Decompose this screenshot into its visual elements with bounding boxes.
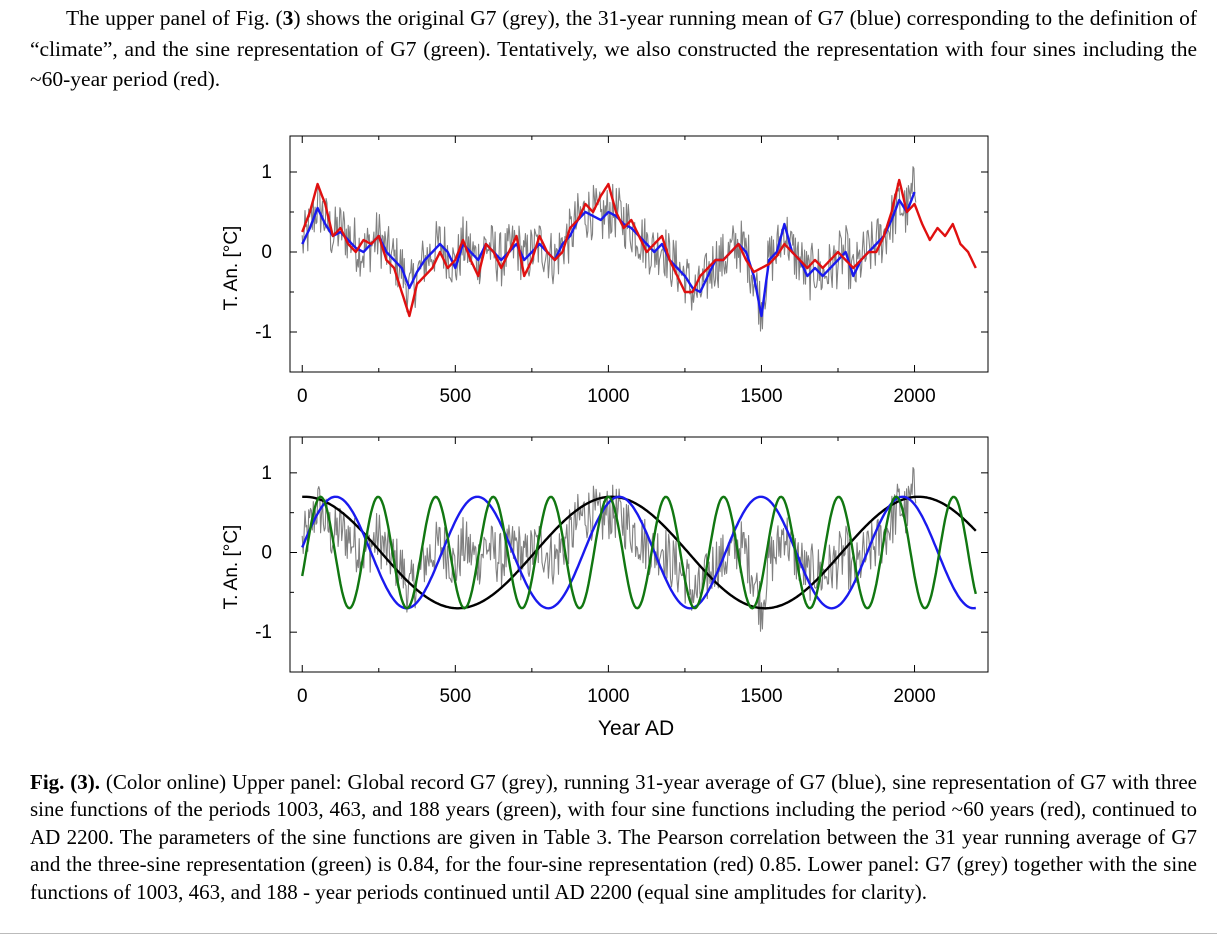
upper-x-tick-label: 1500 [740, 386, 782, 407]
upper-x-tick-label: 500 [439, 386, 471, 407]
lower-series-group [301, 466, 977, 632]
upper-x-tick-label: 1000 [587, 386, 629, 407]
lower-x-tick-label: 500 [439, 686, 471, 707]
intro-figure-number: 3 [282, 6, 294, 30]
upper-x-tick-label: 2000 [893, 386, 935, 407]
lower-panel: 0 500 1000 1500 2000 1 0 -1 T. An. [°C] Year AD [221, 436, 989, 740]
upper-panel: 0 500 1000 1500 2000 1 0 -1 T. An. [°C] [221, 135, 989, 407]
lower-y-tick-label: 1 [261, 463, 272, 484]
lower-x-tick-label: 2000 [893, 686, 935, 707]
upper-series-grey-line [301, 166, 917, 332]
lower-y-tick-label: 0 [261, 543, 272, 564]
intro-paragraph: The upper panel of Fig. (3) shows the or… [30, 3, 1197, 95]
upper-y-tick-label: -1 [255, 322, 272, 343]
upper-series-red-line [301, 178, 977, 318]
upper-plot-frame [289, 135, 989, 373]
caption-text: (Color online) Upper panel: Global recor… [30, 770, 1197, 904]
upper-y-tick-label: 1 [261, 162, 272, 183]
lower-series-blue-line [301, 495, 976, 610]
lower-y-tick-label: -1 [255, 622, 272, 643]
x-axis-label: Year AD [598, 717, 674, 740]
caption-label: Fig. (3). [30, 770, 101, 794]
upper-series-group [301, 166, 977, 332]
lower-x-tick-label: 0 [297, 686, 308, 707]
upper-y-tick-label: 0 [261, 242, 272, 263]
figure-caption: Fig. (3). (Color online) Upper panel: Gl… [30, 769, 1197, 906]
page-bottom-rule [0, 933, 1217, 934]
upper-series-blue-line [301, 191, 916, 318]
intro-text-part1: The upper panel of Fig. ( [66, 6, 283, 30]
lower-y-axis-label: T. An. [°C] [221, 525, 242, 610]
upper-x-tick-label: 0 [297, 386, 308, 407]
lower-plot-frame [289, 436, 989, 673]
lower-x-tick-label: 1000 [587, 686, 629, 707]
upper-y-axis-label: T. An. [°C] [221, 226, 242, 311]
lower-x-tick-label: 1500 [740, 686, 782, 707]
lower-series-grey-line [301, 466, 917, 632]
intro-text-part2: ) shows the original G7 (grey), the 31-y… [30, 6, 1198, 91]
upper-axes: 0 500 1000 1500 2000 1 0 -1 [255, 136, 988, 407]
lower-series-green-line [301, 495, 977, 610]
lower-axes: 0 500 1000 1500 2000 1 0 -1 [255, 437, 988, 707]
